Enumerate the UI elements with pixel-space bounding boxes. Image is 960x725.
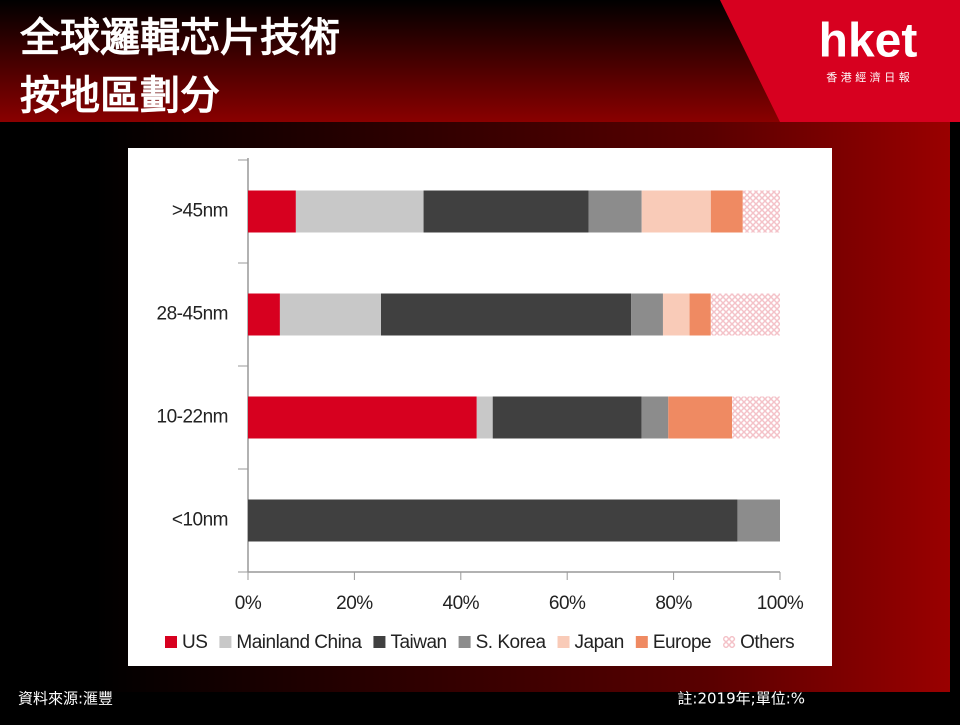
legend-swatch (458, 636, 471, 648)
bar-segment (476, 396, 493, 439)
legend-swatch (557, 636, 570, 648)
x-tick-label: 0% (235, 593, 262, 614)
legend-label: Mainland China (236, 632, 362, 653)
legend-label: Europe (653, 632, 711, 653)
bar-segment (248, 396, 477, 439)
bar-segment (710, 190, 743, 233)
bar-segment (381, 293, 632, 336)
bar-segment (279, 293, 381, 336)
chart: 0% 20% 40% 60% 80% 100% >45nm 28-45nm 10-22nm <10… (157, 158, 804, 653)
y-tick-label: >45nm (172, 201, 228, 222)
bar-segment (423, 190, 589, 233)
legend-label: S. Korea (476, 632, 547, 653)
bar-segment (662, 293, 690, 336)
legend-label: Taiwan (390, 632, 446, 653)
legend-label: Others (740, 632, 794, 653)
logo-subtitle: 香 港 經 濟 日 報 (826, 70, 909, 84)
bar-segment (588, 190, 642, 233)
title-line: 按地區劃分 (20, 73, 220, 119)
bar-segment (732, 396, 780, 439)
bar-segment (631, 293, 663, 336)
bar-segment (641, 396, 669, 439)
x-tick-label: 100% (757, 593, 804, 614)
bar-segment (248, 499, 738, 542)
bar-segment (641, 190, 711, 233)
y-tick-label: 28-45nm (157, 304, 229, 325)
source: 資料來源:滙豐 (18, 690, 113, 708)
note: 註:2019年;單位:% (677, 690, 805, 708)
x-tick-label: 80% (655, 593, 692, 614)
x-tick-label: 40% (443, 593, 480, 614)
title-line: 全球邏輯芯片技術 (19, 15, 340, 61)
bar-segment (689, 293, 711, 336)
legend-swatch (635, 636, 648, 648)
bar-segment (737, 499, 780, 542)
bar-segment (295, 190, 424, 233)
legend-swatch (373, 636, 386, 648)
legend-label: US (182, 632, 207, 653)
y-tick-label: 10-22nm (157, 407, 229, 428)
legend-swatch (723, 636, 736, 648)
logo: hket (819, 15, 918, 68)
x-tick-label: 60% (549, 593, 586, 614)
y-tick-label: <10nm (172, 510, 228, 531)
legend-label: Japan (575, 632, 624, 653)
logo-band (720, 0, 960, 122)
bar-segment (492, 396, 642, 439)
bar-segment (668, 396, 733, 439)
bar-segment (248, 190, 296, 233)
legend-swatch (165, 636, 177, 648)
x-tick-label: 20% (336, 593, 373, 614)
bar-segment (248, 293, 280, 336)
legend-swatch (219, 636, 232, 648)
bar-segment (710, 293, 780, 336)
bar-segment (742, 190, 780, 233)
